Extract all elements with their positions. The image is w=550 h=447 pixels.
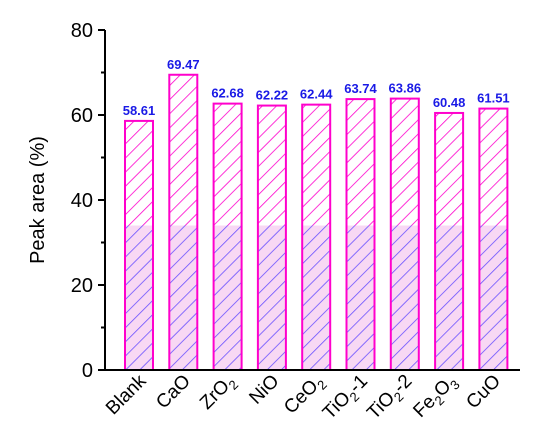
bars-layer <box>124 73 509 372</box>
bar-upper-segment <box>435 112 464 226</box>
bar-tio2-1 <box>345 98 376 371</box>
bar-upper-segment <box>346 99 375 226</box>
data-label-tio2-1: 63.74 <box>344 81 377 96</box>
x-tick-label-cuo: CuO <box>462 371 504 413</box>
bar-lower-segment <box>435 225 464 370</box>
data-label-tio2-2: 63.86 <box>389 81 422 96</box>
bar-lower-segment <box>302 225 331 370</box>
bar-lower-segment <box>125 225 153 370</box>
y-tick-label-40: 40 <box>71 190 93 212</box>
bar-upper-segment <box>169 74 198 226</box>
bar-upper-segment <box>213 103 242 226</box>
bar-lower-segment <box>346 225 375 370</box>
x-tick-label-zro2: ZrO2 <box>196 371 241 416</box>
data-labels-layer: 58.61 69.47 62.68 62.22 62.44 63.74 63.86 60.48… <box>123 57 510 118</box>
x-tick-label-tio2-2: TiO2-2 <box>363 371 418 426</box>
data-label-ceo2: 62.44 <box>300 87 333 102</box>
bar-cao <box>168 73 199 371</box>
x-tick-label-nio: NiO <box>245 371 283 409</box>
bar-upper-segment <box>125 120 153 226</box>
bar-lower-segment <box>169 225 198 370</box>
bar-lower-segment <box>213 225 242 370</box>
y-tick-label-0: 0 <box>82 360 93 382</box>
bar-zro2 <box>212 102 243 372</box>
bar-tio2-2 <box>389 97 420 371</box>
data-label-blank: 58.61 <box>123 103 156 118</box>
bar-upper-segment <box>302 104 331 226</box>
x-tick-label-cao: CaO <box>152 371 194 413</box>
bar-lower-segment <box>479 225 508 370</box>
data-label-cuo: 61.51 <box>477 91 510 106</box>
data-label-zro2: 62.68 <box>211 86 244 101</box>
bar-lower-segment <box>257 225 286 370</box>
y-tick-label-20: 20 <box>71 275 93 297</box>
bar-lower-segment <box>390 225 419 370</box>
y-tick-label-80: 80 <box>71 20 93 42</box>
x-tick-label-tio2-1: TiO2-1 <box>319 371 374 426</box>
bar-upper-segment <box>257 105 286 226</box>
bar-nio <box>256 104 287 371</box>
x-tick-label-blank: Blank <box>102 370 151 419</box>
bar-blank <box>124 119 154 371</box>
bar-upper-segment <box>479 108 508 226</box>
bar-ceo2 <box>301 103 332 371</box>
y-ticks-layer: 0 20 40 60 80 <box>71 20 105 382</box>
bar-fe2o3 <box>434 111 465 372</box>
bar-cuo <box>478 107 509 372</box>
y-tick-label-60: 60 <box>71 105 93 127</box>
y-axis-title: Peak area (%) <box>27 136 49 264</box>
bar-upper-segment <box>390 98 419 226</box>
data-label-fe2o3: 60.48 <box>433 95 466 110</box>
x-tick-label-fe2o3: Fe2O3 <box>409 371 462 424</box>
data-label-cao: 69.47 <box>167 57 200 72</box>
data-label-nio: 62.22 <box>256 88 289 103</box>
